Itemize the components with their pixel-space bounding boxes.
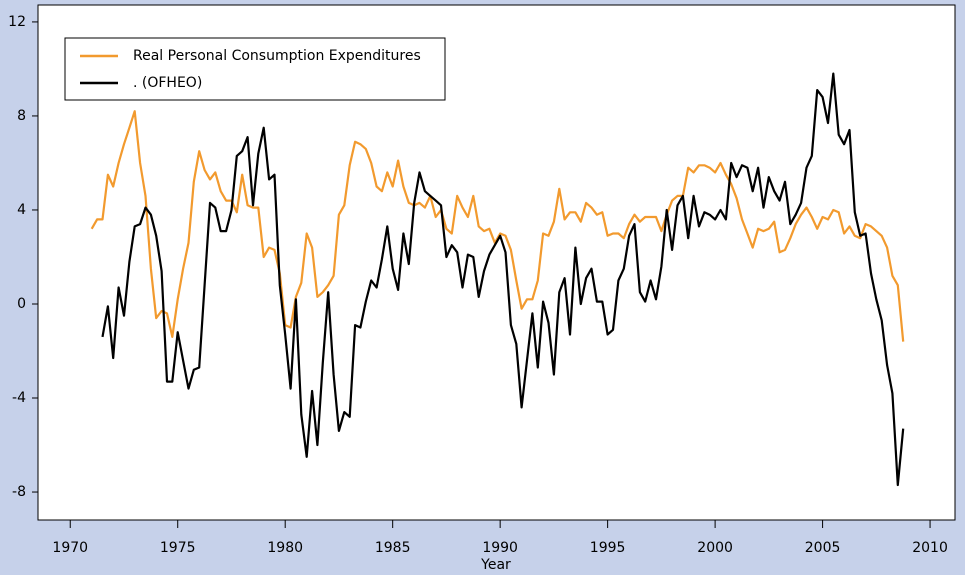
x-tick-label: 2010 [912, 540, 948, 556]
y-tick-label: -8 [12, 484, 26, 500]
x-tick-label: 1995 [590, 540, 626, 556]
x-axis-label: Year [480, 557, 511, 573]
series-line [90, 110, 905, 342]
series-line [101, 72, 905, 487]
x-tick-label: 2000 [697, 540, 733, 556]
x-tick-label: 1970 [52, 540, 88, 556]
x-tick-label: 1975 [160, 540, 196, 556]
legend-box [64, 37, 446, 101]
y-tick-label: 8 [17, 108, 26, 124]
y-tick-label: -4 [12, 390, 26, 406]
x-tick-label: 1980 [267, 540, 303, 556]
y-tick-label: 0 [17, 296, 26, 312]
x-tick-label: 2005 [805, 540, 841, 556]
y-tick-label: 4 [17, 202, 26, 218]
legend-label: Real Personal Consumption Expenditures [133, 48, 421, 64]
x-tick-label: 1985 [375, 540, 411, 556]
x-tick-label: 1990 [482, 540, 518, 556]
legend-label: . (OFHEO) [133, 75, 202, 91]
y-tick-label: 12 [8, 14, 26, 30]
